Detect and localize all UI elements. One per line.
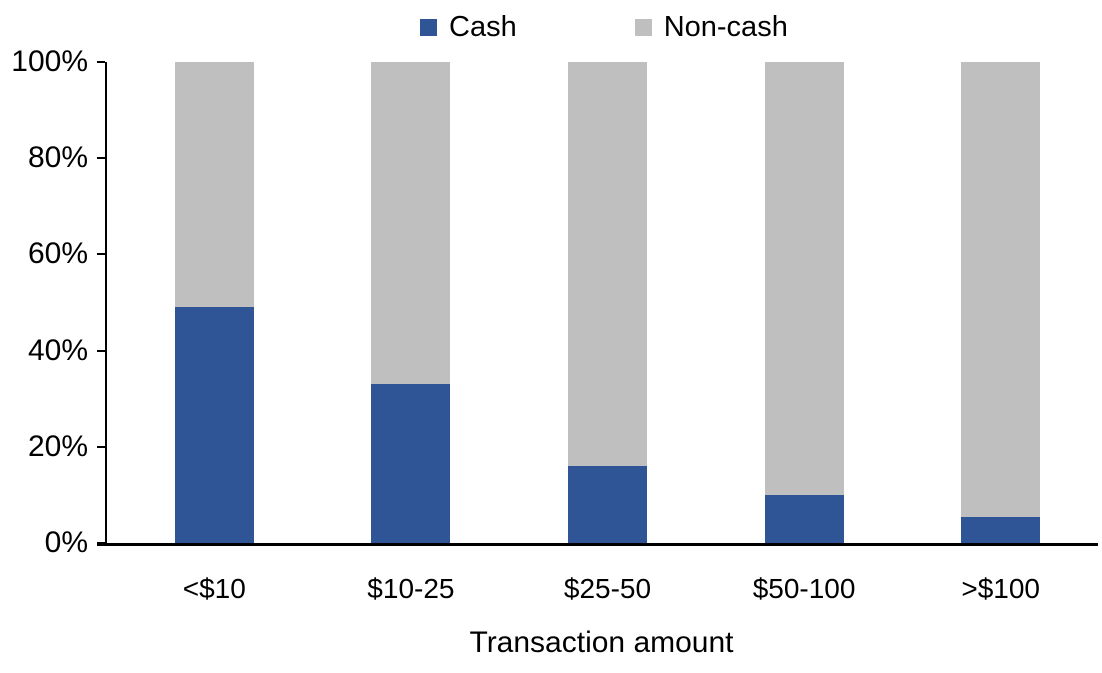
legend-item-non-cash: Non-cash	[634, 10, 788, 44]
y-tick-label-100: 100%	[11, 45, 88, 78]
stacked-bar-1	[371, 62, 451, 543]
cash-segment-4	[961, 516, 1041, 543]
x-tick-label-4: >$100	[961, 573, 1040, 604]
cash-segment-3	[764, 494, 844, 543]
non-cash-segment-2	[567, 62, 647, 467]
cash-swatch-icon	[420, 18, 437, 36]
y-tick-100	[97, 61, 105, 63]
y-axis-line	[105, 62, 107, 545]
stacked-bar-3	[764, 62, 844, 543]
bar-slot-4	[902, 62, 1099, 543]
x-axis-title: Transaction amount	[469, 626, 734, 659]
y-tick-label-80: 80%	[27, 141, 88, 175]
y-tick-60	[97, 253, 105, 256]
bar-slot-0	[116, 62, 313, 543]
y-tick-label-20: 20%	[27, 429, 88, 463]
stacked-bar-4	[961, 62, 1041, 543]
bar-slot-3	[706, 62, 903, 543]
non-cash-segment-3	[764, 62, 844, 495]
y-tick-20	[97, 445, 105, 448]
legend-item-cash: Cash	[420, 10, 517, 44]
x-tick-label-0: <$10	[182, 573, 246, 604]
cash-segment-1	[371, 384, 451, 543]
x-tick-label-2: $25-50	[563, 573, 652, 604]
y-tick-label-0: 0%	[44, 526, 88, 559]
y-tick-40	[97, 349, 105, 352]
plot-area	[116, 62, 1099, 543]
y-tick-80	[97, 157, 105, 160]
chart-legend: Cash Non-cash	[420, 10, 788, 44]
non-cash-segment-1	[371, 62, 451, 385]
y-tick-label-40: 40%	[27, 333, 88, 367]
stacked-bar-0	[174, 62, 254, 543]
non-cash-segment-0	[174, 62, 254, 308]
legend-label-non-cash: Non-cash	[663, 11, 788, 43]
x-tick-label-3: $50-100	[752, 573, 856, 604]
non-cash-swatch-icon	[634, 18, 652, 36]
x-axis-tick-labels: <$10 $10-25 $25-50 $50-100 >$100	[116, 573, 1099, 605]
y-tick-label-60: 60%	[27, 237, 88, 271]
cash-segment-0	[174, 307, 254, 543]
bar-slot-2	[509, 62, 706, 543]
stacked-bar-2	[567, 62, 647, 543]
non-cash-segment-4	[961, 62, 1041, 517]
bar-slot-1	[313, 62, 510, 543]
x-axis-line	[97, 543, 1098, 546]
cash-segment-2	[567, 466, 647, 543]
legend-label-cash: Cash	[449, 11, 517, 43]
x-tick-label-1: $10-25	[367, 573, 455, 604]
